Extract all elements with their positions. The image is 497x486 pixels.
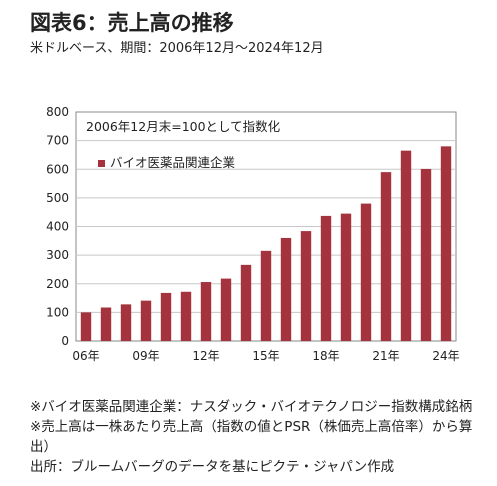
x-tick-label: 09年 xyxy=(132,349,159,363)
y-tick-label: 800 xyxy=(46,105,69,119)
bar xyxy=(400,150,412,341)
y-tick-label: 200 xyxy=(46,277,69,291)
bar xyxy=(180,291,192,341)
x-tick-label: 24年 xyxy=(432,349,459,363)
y-tick-label: 700 xyxy=(46,134,69,148)
x-axis-tick-labels: 06年 09年 12年 15年 18年 21年 24年 xyxy=(72,349,459,363)
bar xyxy=(440,146,452,341)
x-tick-label: 15年 xyxy=(252,349,279,363)
y-tick-label: 400 xyxy=(46,220,69,234)
bar xyxy=(280,237,292,341)
bar xyxy=(80,312,92,341)
bar xyxy=(100,307,112,341)
bar xyxy=(260,250,272,341)
x-tick-label: 06年 xyxy=(72,349,99,363)
x-tick-label: 21年 xyxy=(372,349,399,363)
page-title: 図表6：売上高の推移 xyxy=(30,11,234,35)
y-tick-label: 600 xyxy=(46,162,69,176)
bar xyxy=(240,264,252,341)
annotation-text: 2006年12月末=100として指数化 xyxy=(86,119,281,134)
bar xyxy=(300,231,312,341)
bar xyxy=(320,215,332,341)
footnote-source: 出所：ブルームバーグのデータを基にピクテ・ジャパン作成 xyxy=(30,459,395,475)
page-subtitle: 米ドルベース、期間：2006年12月～2024年12月 xyxy=(30,41,324,56)
bar xyxy=(420,168,432,341)
bar xyxy=(120,304,132,341)
bar-chart: 0 100 200 300 400 500 600 700 800 06年 09年 12年 15年 18… xyxy=(46,105,460,363)
bar xyxy=(380,172,392,341)
y-tick-label: 500 xyxy=(46,191,69,205)
footnotes: ※バイオ医薬品関連企業：ナスダック・バイオテクノロジー指数構成銘柄 ※売上高は一… xyxy=(30,397,486,477)
x-tick-label: 18年 xyxy=(312,349,339,363)
bar xyxy=(220,278,232,341)
y-tick-label: 0 xyxy=(61,334,69,348)
y-axis-tick-labels: 0 100 200 300 400 500 600 700 800 xyxy=(46,105,69,348)
bar xyxy=(140,300,152,341)
bar xyxy=(160,292,172,341)
bar xyxy=(200,282,212,341)
footnote-definition: ※バイオ医薬品関連企業：ナスダック・バイオテクノロジー指数構成銘柄 ※売上高は一… xyxy=(30,399,486,455)
bar xyxy=(340,213,352,341)
bars xyxy=(80,146,452,341)
y-tick-label: 300 xyxy=(46,248,69,262)
bar xyxy=(360,203,372,341)
x-tick-label: 12年 xyxy=(192,349,219,363)
y-tick-label: 100 xyxy=(46,305,69,319)
legend-swatch xyxy=(98,160,105,167)
legend-label: バイオ医薬品関連企業 xyxy=(110,155,236,170)
